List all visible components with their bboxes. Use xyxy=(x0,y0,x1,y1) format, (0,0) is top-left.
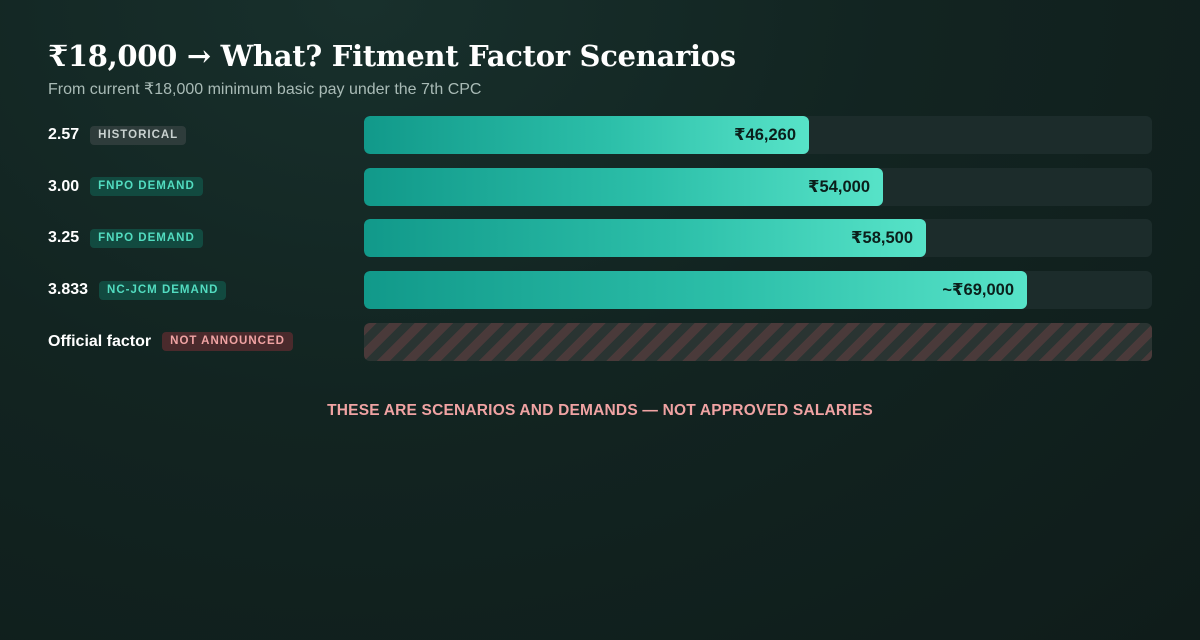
bar-row: 2.57 HISTORICAL ₹46,260 xyxy=(48,116,1152,154)
bar: ₹54,000 xyxy=(364,167,883,206)
scenario-badge: HISTORICAL xyxy=(90,125,187,145)
factor-label: 3.25 xyxy=(48,229,80,247)
scenario-badge: FNPO DEMAND xyxy=(90,228,203,248)
unannounced-placeholder-track xyxy=(364,322,1152,361)
bar: ₹46,260 xyxy=(364,116,809,154)
bar-row: 3.833 NC-JCM DEMAND ~₹69,000 xyxy=(48,271,1152,310)
row-label: 3.833 NC-JCM DEMAND xyxy=(48,271,348,309)
status-badge: NOT ANNOUNCED xyxy=(162,332,293,352)
bar-track: ₹46,260 xyxy=(364,116,1152,154)
bar-value-label: ₹46,260 xyxy=(734,126,796,144)
row-label: 3.00 FNPO DEMAND xyxy=(48,168,348,206)
bar-row: 3.25 FNPO DEMAND ₹58,500 xyxy=(48,219,1152,258)
factor-label: Official factor xyxy=(48,332,152,350)
chart-container: ₹18,000 → What? Fitment Factor Scenarios… xyxy=(48,36,1152,419)
bar-value-label: ~₹69,000 xyxy=(942,281,1014,300)
scenario-badge: NC-JCM DEMAND xyxy=(99,280,227,300)
disclaimer-note: THESE ARE SCENARIOS AND DEMANDS — NOT AP… xyxy=(327,402,873,419)
chart-subtitle: From current ₹18,000 minimum basic pay u… xyxy=(48,81,482,98)
bar-value-label: ₹54,000 xyxy=(808,177,870,196)
bar-rows: 2.57 HISTORICAL ₹46,260 3.00 FNPO DEMAND… xyxy=(48,116,1152,361)
row-label: 3.25 FNPO DEMAND xyxy=(48,219,348,257)
row-label: Official factor NOT ANNOUNCED xyxy=(48,323,348,361)
bar-row: 3.00 FNPO DEMAND ₹54,000 xyxy=(48,167,1152,206)
bar-track: ₹58,500 xyxy=(364,219,1152,258)
factor-label: 2.57 xyxy=(48,126,80,143)
factor-label: 3.00 xyxy=(48,177,80,195)
bar-track: ~₹69,000 xyxy=(364,271,1152,310)
bar: ~₹69,000 xyxy=(364,271,1027,310)
official-factor-row: Official factor NOT ANNOUNCED xyxy=(48,322,1152,361)
bar: ₹58,500 xyxy=(364,219,926,258)
chart-title: ₹18,000 → What? Fitment Factor Scenarios xyxy=(48,39,736,73)
scenario-badge: FNPO DEMAND xyxy=(90,177,203,197)
row-label: 2.57 HISTORICAL xyxy=(48,116,348,154)
bar-value-label: ₹58,500 xyxy=(851,229,913,248)
bar-track: ₹54,000 xyxy=(364,167,1152,206)
factor-label: 3.833 xyxy=(48,281,89,299)
